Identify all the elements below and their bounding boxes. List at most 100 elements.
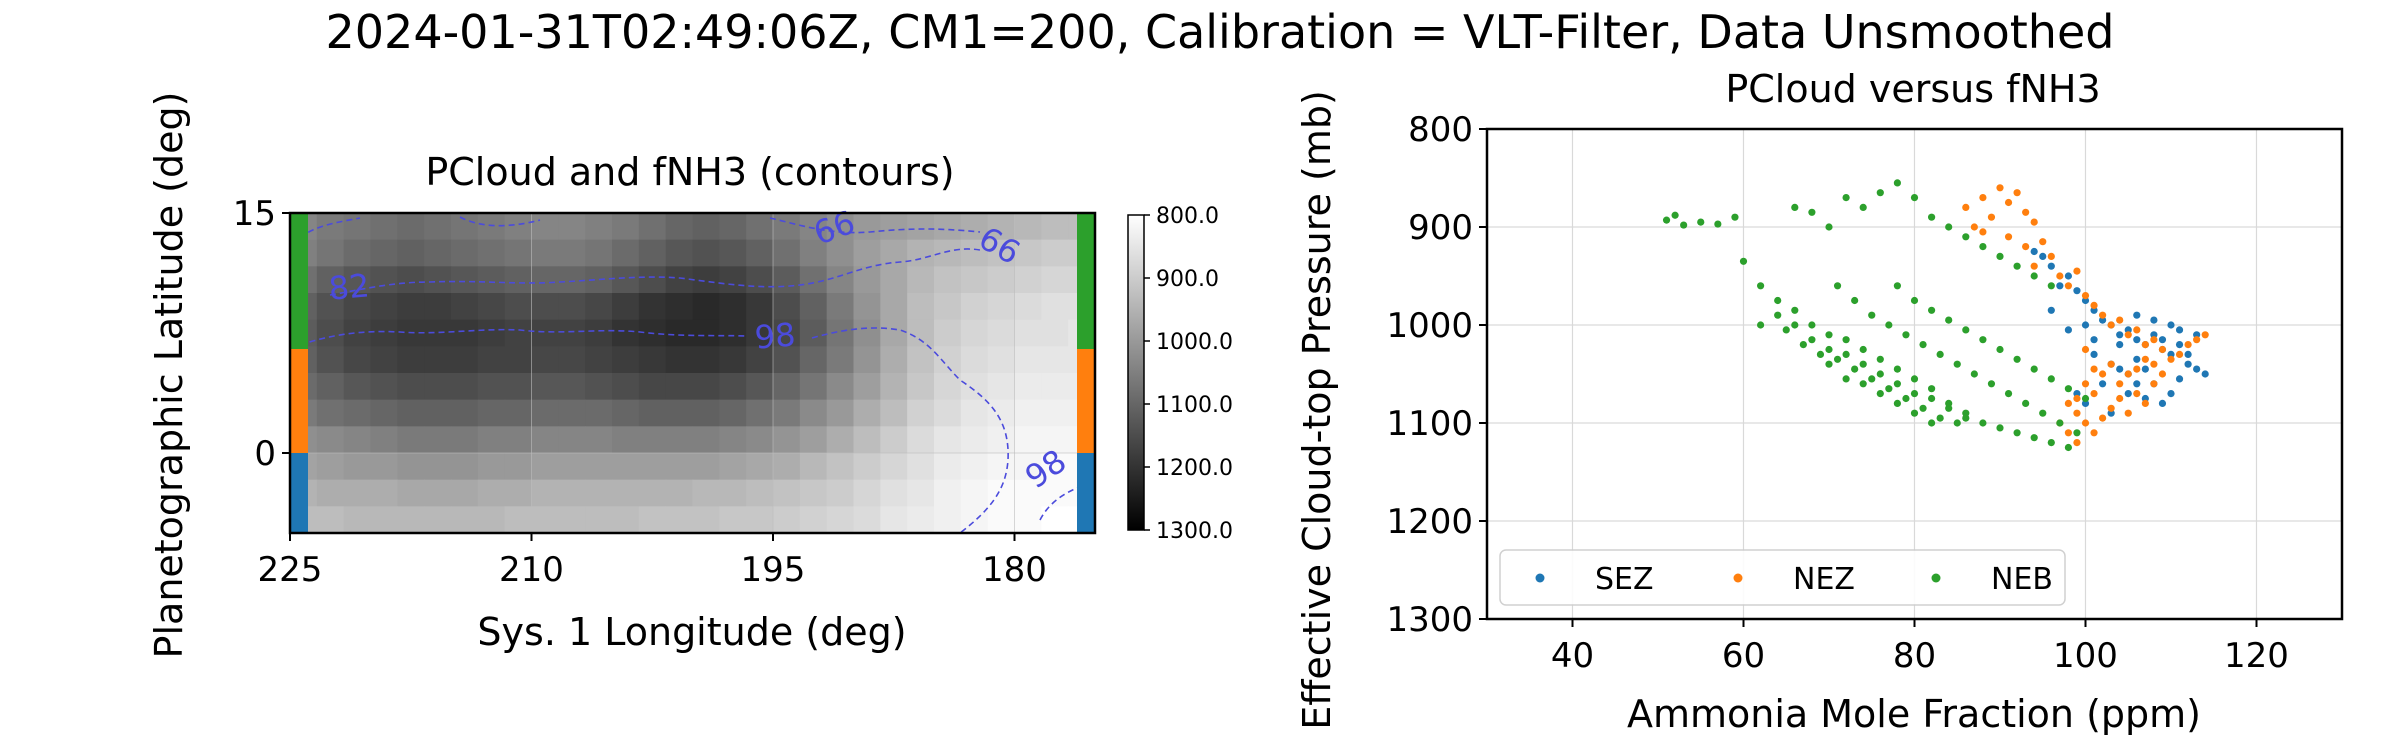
colorbar-tick-label: 1200.0 xyxy=(1156,456,1233,481)
heatmap-cell xyxy=(719,319,747,347)
legend-label-sez: SEZ xyxy=(1595,562,1654,597)
point-neb xyxy=(1928,419,1936,427)
heatmap-cell xyxy=(612,213,640,241)
heatmap-cell xyxy=(1014,479,1042,507)
heatmap-cell xyxy=(665,213,694,241)
point-neb xyxy=(1919,404,1927,412)
heatmap-cell xyxy=(853,453,881,481)
heatmap-cell xyxy=(665,239,694,267)
point-neb xyxy=(1791,203,1799,211)
heatmap-cell xyxy=(719,239,747,267)
heatmap-cell xyxy=(612,506,640,534)
point-neb xyxy=(1757,321,1765,329)
point-nez xyxy=(2201,331,2209,339)
point-nez xyxy=(1970,223,1978,231)
heatmap-cell xyxy=(612,399,640,427)
point-neb xyxy=(1851,365,1859,373)
heatmap-cell xyxy=(531,293,559,321)
heatmap-cell xyxy=(719,479,747,507)
heatmap-cell xyxy=(504,266,533,294)
heatmap-cell xyxy=(826,319,855,347)
heatmap-cell xyxy=(907,506,935,534)
heatmap-cell xyxy=(397,373,425,401)
heatmap-cell xyxy=(853,213,881,241)
point-nez xyxy=(2090,429,2098,437)
point-neb xyxy=(1825,223,1833,231)
heatmap-cell xyxy=(424,319,452,347)
colorbar-tick-label: 800.0 xyxy=(1156,204,1219,229)
point-nez xyxy=(2022,243,2030,251)
heatmap-cell xyxy=(531,506,559,534)
heatmap-cell xyxy=(1014,239,1042,267)
point-neb xyxy=(1731,213,1739,221)
scatter-panel: PCloud versus fNH3 40 60 80 100 120 800 900 10… xyxy=(1295,67,2344,736)
heatmap-cell xyxy=(558,479,586,507)
heatmap-cell xyxy=(424,506,452,534)
heatmap-cell xyxy=(987,319,1016,347)
point-sez xyxy=(2133,336,2141,344)
x-tick-label: 210 xyxy=(499,550,564,590)
heatmap-cell xyxy=(343,426,372,454)
heatmap-cell xyxy=(799,399,828,427)
heatmap-cell xyxy=(585,399,613,427)
heatmap-cell xyxy=(531,399,559,427)
heatmap-cell xyxy=(1041,426,1069,454)
heatmap-cell xyxy=(504,479,533,507)
point-sez xyxy=(2056,282,2064,290)
heatmap-cell xyxy=(826,293,855,321)
point-nez xyxy=(2124,409,2132,417)
heatmap-cell xyxy=(1014,346,1042,374)
heatmap-cell xyxy=(907,346,935,374)
point-sez xyxy=(2167,390,2175,398)
point-sez xyxy=(2047,306,2055,314)
heatmap-cell xyxy=(638,479,667,507)
point-neb xyxy=(1945,223,1953,231)
heatmap-cell xyxy=(612,373,640,401)
point-neb xyxy=(2064,385,2072,393)
heatmap-cell xyxy=(692,373,720,401)
point-neb xyxy=(1919,341,1927,349)
heatmap-cell xyxy=(504,399,533,427)
point-neb xyxy=(1739,257,1748,265)
point-neb xyxy=(1996,345,2004,354)
heatmap-cell xyxy=(477,479,506,507)
point-nez xyxy=(2116,394,2124,403)
point-neb xyxy=(1808,321,1816,329)
point-neb xyxy=(1928,213,1936,221)
heatmap-cell xyxy=(960,479,989,507)
point-nez xyxy=(2158,345,2167,354)
point-sez xyxy=(2158,399,2167,407)
heatmap-cell xyxy=(316,506,345,534)
heatmap-cell xyxy=(585,319,613,347)
heatmap-cell xyxy=(451,346,479,374)
heatmap-cell xyxy=(799,373,828,401)
heatmap-cell xyxy=(585,239,613,267)
heatmap-cell xyxy=(424,426,452,454)
contour-line xyxy=(299,327,1009,534)
point-nez xyxy=(2167,355,2175,363)
point-sez xyxy=(2184,360,2192,368)
y-tick-label: 1000 xyxy=(1386,306,1473,346)
x-tick-label: 225 xyxy=(258,550,323,590)
colorbar: 800.0 900.0 1000.0 1100.0 1200.0 1300.0 xyxy=(1127,204,1233,544)
heatmap-cell xyxy=(424,373,452,401)
heatmap-cell xyxy=(451,399,479,427)
point-neb xyxy=(1885,385,1893,393)
heatmap-cell xyxy=(531,319,559,347)
heatmap-cell xyxy=(343,346,372,374)
x-tick-label: 40 xyxy=(1551,636,1594,676)
point-nez xyxy=(2124,370,2132,378)
point-nez xyxy=(2073,439,2081,447)
point-neb xyxy=(1842,375,1850,383)
heatmap-cell xyxy=(960,426,989,454)
heatmap-cell xyxy=(773,319,801,347)
heatmap-cell xyxy=(665,479,694,507)
colorbar-tick-label: 1100.0 xyxy=(1156,393,1233,418)
heatmap-cell xyxy=(558,293,586,321)
heatmap-cell xyxy=(424,213,452,241)
heatmap-cell xyxy=(316,426,345,454)
heatmap-cell xyxy=(531,373,559,401)
heatmap-cell xyxy=(477,293,506,321)
heatmap-cell xyxy=(799,293,828,321)
heatmap-cell xyxy=(773,453,801,481)
